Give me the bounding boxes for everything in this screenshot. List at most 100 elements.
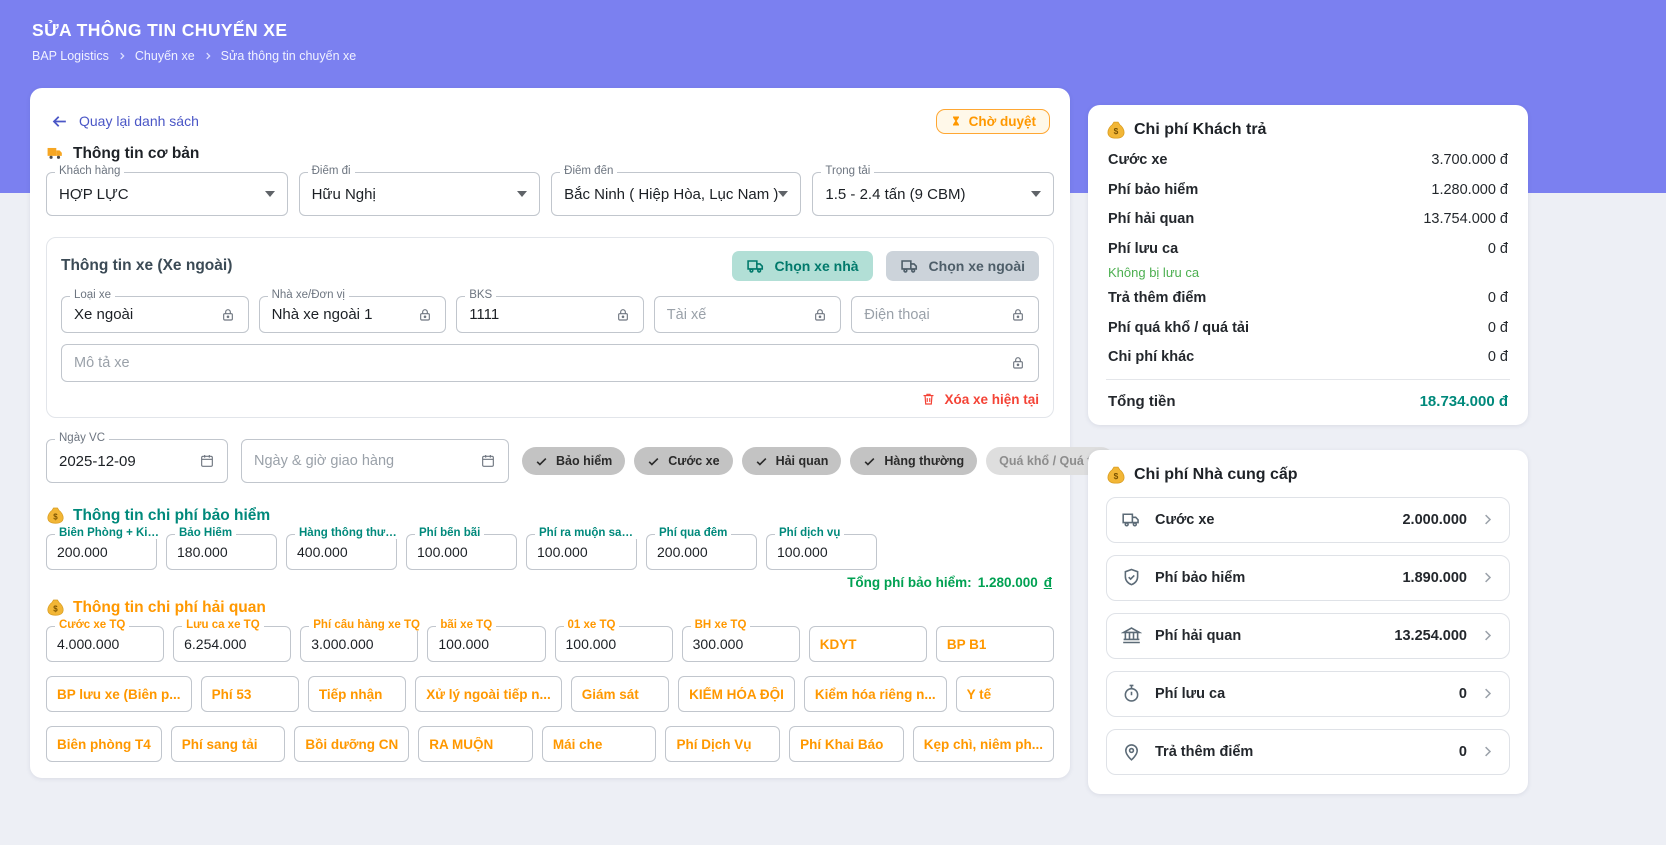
customs-fee-field[interactable]: BP B1 (935, 626, 1054, 662)
transport-date-field[interactable]: Ngày VC 2025-12-09 (46, 432, 228, 483)
choose-home-vehicle-button[interactable]: Chọn xe nhà (731, 251, 873, 281)
customs-fee-field[interactable]: Phí 53 (200, 676, 299, 712)
svg-text:$: $ (53, 512, 58, 521)
customs-fee-field[interactable]: KIỂM HÓA ĐỘI (678, 676, 795, 712)
customer-select[interactable]: Khách hàng HỢP LỰC (46, 165, 288, 216)
money-bag-icon: $ (1107, 121, 1125, 139)
chevron-down-icon (778, 191, 789, 197)
customs-fee-field[interactable]: Bồi dưỡng CN (294, 726, 410, 762)
customs-fee-field[interactable]: Xử lý ngoài tiếp n... (415, 676, 562, 712)
lock-icon (615, 307, 631, 323)
vehicle-description-field[interactable]: Mô tả xe (61, 344, 1039, 382)
trash-icon (923, 393, 934, 405)
destination-select[interactable]: Điểm đến Bắc Ninh ( Hiệp Hòa, Lục Nam ) (551, 165, 802, 216)
driver-field[interactable]: Tài xế (653, 296, 842, 333)
costs-sidebar: $ Chi phí Khách trả Cước xe 3.700.000 đ … (1088, 105, 1528, 794)
customs-fee-field[interactable]: Mái che (541, 726, 657, 762)
customs-fee-field[interactable]: Cước xe TQ 4.000.000 (46, 619, 165, 662)
customs-fee-field[interactable]: Phí cẩu hàng xe TQ 3.000.000 (300, 619, 424, 662)
chevron-down-icon (1030, 191, 1041, 197)
supplier-cost-row-extra-stop[interactable]: Trả thêm điểm 0 (1106, 728, 1510, 775)
customs-fee-field[interactable]: Phí sang tải (170, 726, 286, 762)
insurance-fee-field[interactable]: Phí qua đêm 200.000 (646, 527, 757, 570)
status-badge-label: Chờ duyệt (968, 113, 1036, 129)
basic-info-title: Thông tin cơ bản (46, 144, 1054, 163)
customs-fee-field[interactable]: Kẹp chì, niêm ph... (912, 726, 1054, 762)
chip-insurance[interactable]: Bảo hiểm (522, 447, 626, 475)
customs-fee-field[interactable]: Tiếp nhận (307, 676, 407, 712)
chevron-right-icon (1480, 686, 1495, 701)
choose-external-vehicle-button[interactable]: Chọn xe ngoài (885, 251, 1039, 281)
customs-fee-field[interactable]: Phí Khai Báo (789, 726, 904, 762)
customs-fee-field[interactable]: RA MUỘN (418, 726, 533, 762)
origin-select[interactable]: Điểm đi Hữu Nghị (298, 165, 541, 216)
customs-fee-field[interactable]: Giám sát (570, 676, 670, 712)
toolbar: Quay lại danh sách Chờ duyệt (50, 106, 1050, 136)
customer-cost-row: Chi phí khác 0 đ (1108, 349, 1508, 365)
hourglass-icon (952, 116, 959, 126)
phone-field[interactable]: Điện thoại (851, 296, 1039, 333)
money-bag-icon: $ (47, 599, 64, 616)
page-title: SỬA THÔNG TIN CHUYẾN XE (32, 20, 288, 40)
supplier-costs-title: $ Chi phí Nhà cung cấp (1106, 465, 1510, 485)
chip-customs[interactable]: Hải quan (741, 447, 842, 475)
truck-icon (1121, 509, 1142, 530)
customer-cost-row: Trả thêm điểm 0 đ (1108, 290, 1508, 306)
back-to-list-link[interactable]: Quay lại danh sách (50, 112, 199, 131)
edit-trip-card: Quay lại danh sách Chờ duyệt Thông tin c… (30, 88, 1115, 778)
tonnage-select[interactable]: Trọng tải 1.5 - 2.4 tấn (9 CBM) (812, 165, 1054, 216)
schedule-row: Ngày VC 2025-12-09 Ngày & giờ giao hàng … (46, 432, 1115, 483)
customs-fee-field[interactable]: Kiểm hóa riêng n... (803, 676, 947, 712)
supplier-cost-row-insurance[interactable]: Phí bảo hiểm 1.890.000 (1106, 554, 1510, 601)
delete-current-vehicle-button[interactable]: Xóa xe hiện tại (921, 391, 1039, 407)
stopwatch-icon (1121, 683, 1142, 704)
breadcrumb-item-current: Sửa thông tin chuyến xe (220, 49, 357, 63)
no-layover-note: Không bị lưu ca (1108, 265, 1200, 280)
insurance-fee-field[interactable]: Phí ra muộn sau 17H 100.000 (526, 527, 644, 570)
customs-fee-field[interactable]: 01 xe TQ 100.000 (554, 619, 673, 662)
calendar-icon[interactable] (480, 453, 496, 469)
customs-fee-field[interactable]: BP lưu xe (Biên p... (46, 676, 192, 712)
insurance-fee-field[interactable]: Hàng thông thường 400.000 (286, 527, 404, 570)
chip-freight[interactable]: Cước xe (634, 447, 733, 475)
insurance-section-title: $ Thông tin chi phí bảo hiểm (46, 506, 1054, 525)
delivery-datetime-field[interactable]: Ngày & giờ giao hàng (241, 439, 509, 483)
vehicle-fields: Loại xe Xe ngoài Nhà xe/Đơn vị Nhà xe ng… (61, 289, 1039, 333)
insurance-fee-field[interactable]: Biên Phòng + Kiểm ... 200.000 (46, 527, 164, 570)
customer-cost-row: Phí bảo hiểm 1.280.000 đ (1108, 181, 1508, 198)
breadcrumb: BAP Logistics Chuyến xe Sửa thông tin ch… (32, 49, 356, 63)
customer-cost-row: Cước xe 3.700.000 đ (1108, 152, 1508, 168)
vehicle-info-card: Thông tin xe (Xe ngoài) Chọn xe nhà Chọn… (46, 237, 1054, 418)
customs-fee-field[interactable]: Y tế (955, 676, 1054, 712)
insurance-total: Tổng phí bảo hiểm: 1.280.000 đ (847, 575, 1052, 590)
breadcrumb-item-home[interactable]: BAP Logistics (32, 49, 109, 63)
truck-icon (900, 260, 917, 273)
money-bag-icon: $ (47, 507, 64, 524)
svg-text:$: $ (53, 604, 58, 613)
vehicle-owner-field[interactable]: Nhà xe/Đơn vị Nhà xe ngoài 1 (258, 289, 447, 333)
insurance-fee-field[interactable]: Bảo Hiểm 180.000 (166, 527, 277, 570)
customs-fields-row-1: Cước xe TQ 4.000.000 Lưu ca xe TQ 6.254.… (46, 619, 1054, 662)
lock-icon (220, 307, 236, 323)
lock-icon (1010, 355, 1026, 371)
supplier-cost-row-customs[interactable]: Phí hải quan 13.254.000 (1106, 612, 1510, 659)
breadcrumb-item-trips[interactable]: Chuyến xe (134, 49, 195, 63)
supplier-cost-row-freight[interactable]: Cước xe 2.000.000 (1106, 496, 1510, 543)
customs-fee-field[interactable]: Lưu ca xe TQ 6.254.000 (173, 619, 292, 662)
supplier-cost-row-layover[interactable]: Phí lưu ca 0 (1106, 670, 1510, 717)
chip-normal-goods[interactable]: Hàng thường (850, 447, 978, 475)
insurance-fee-field[interactable]: Phí dịch vụ 100.000 (766, 527, 877, 570)
customer-cost-row: Phí hải quan 13.754.000 đ (1108, 211, 1508, 227)
license-plate-field[interactable]: BKS 1111 (456, 289, 644, 333)
insurance-fee-field[interactable]: Phí bến bãi 100.000 (406, 527, 517, 570)
money-bag-icon: $ (1107, 466, 1125, 484)
customs-fee-field[interactable]: bãi xe TQ 100.000 (427, 619, 546, 662)
calendar-icon[interactable] (199, 453, 215, 469)
customs-fee-field[interactable]: Phí Dịch Vụ (665, 726, 781, 762)
vehicle-type-field[interactable]: Loại xe Xe ngoài (61, 289, 249, 333)
customs-fee-field[interactable]: Biên phòng T4 (46, 726, 162, 762)
customs-fee-field[interactable]: KDYT (808, 626, 927, 662)
page-header: SỬA THÔNG TIN CHUYẾN XE BAP Logistics Ch… (32, 20, 356, 63)
shield-check-icon (1121, 567, 1142, 588)
customs-fee-field[interactable]: BH xe TQ 300.000 (681, 619, 800, 662)
